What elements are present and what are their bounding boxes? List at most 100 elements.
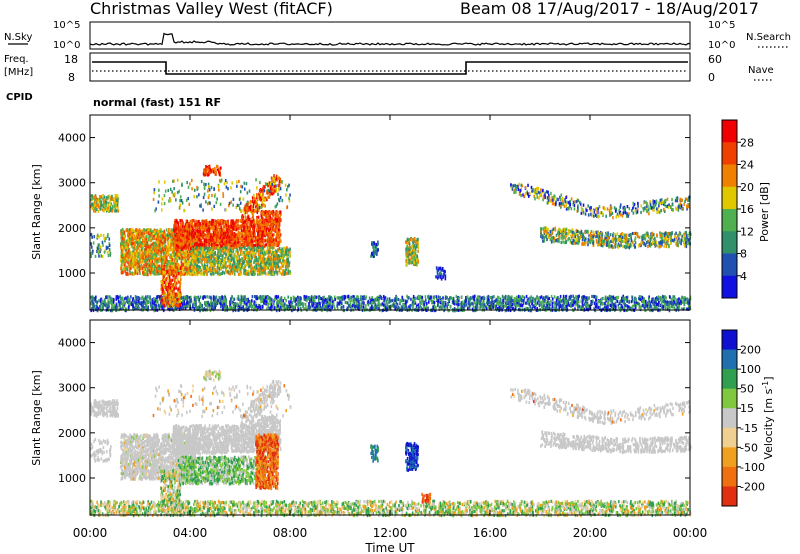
echo-cell [248,303,251,307]
echo-cell [527,301,530,305]
echo-cell [126,254,129,259]
echo-cell [144,231,147,235]
echo-cell [614,296,616,300]
echo-cell [146,307,148,311]
echo-cell [455,294,458,299]
freq-trace [92,61,688,75]
echo-cell [663,295,666,299]
echo-cell [328,298,331,303]
echo-cell [549,308,552,313]
echo-cell [142,301,144,305]
echo-cell [567,301,570,306]
echo-cell [143,305,145,310]
echo-cell [340,301,343,306]
echo-cell [123,252,126,256]
echo-cell [386,303,389,307]
echo-cell [409,304,411,308]
echo-cell [368,296,371,300]
echo-cell [487,294,490,299]
echo-cell [120,229,122,233]
echo-cell [299,306,302,310]
echo-cell [309,305,311,309]
echo-cell [134,298,137,302]
echo-cell [380,303,383,307]
echo-cell [400,305,403,309]
echo-cell [105,196,108,200]
echo-cell [559,294,562,299]
echo-cell [509,296,511,300]
echo-cell [256,295,258,299]
echo-cell [447,309,450,313]
echo-cell [348,304,350,308]
echo-cell [204,295,206,299]
echo-cell [130,228,133,232]
echo-cell [493,304,496,308]
echo-cell [98,299,100,303]
echo-cell [550,299,552,303]
echo-cell [91,203,94,207]
echo-cell [533,299,536,303]
echo-cell [160,230,162,235]
echo-cell [169,235,171,239]
echo-cell [408,305,410,309]
echo-cell [630,300,633,304]
echo-cell [460,295,463,299]
echo-cell [163,259,166,263]
echo-cell [150,256,153,260]
echo-cell [154,243,157,247]
echo-cell [374,303,377,307]
echo-cell [541,304,544,308]
echo-cell [169,239,172,243]
echo-cell [130,261,133,265]
echo-cell [204,302,206,306]
echo-cell [145,305,147,309]
echo-cell [142,238,144,242]
echo-cell [134,295,137,299]
echo-cell [546,306,549,310]
echo-cell [548,296,551,301]
echo-cell [300,296,302,301]
echo-cell [540,295,543,299]
echo-cell [517,294,520,298]
echo-cell [125,307,128,311]
echo-cell [521,294,524,299]
echo-cell [105,203,107,208]
echo-cell [143,301,145,305]
echo-cell [159,304,162,308]
echo-cell [95,198,98,202]
echo-cell [107,233,109,237]
echo-cell [519,295,522,299]
echo-cell [94,206,96,210]
echo-cell [183,299,186,303]
echo-cell [224,298,226,302]
echo-cell [557,296,559,300]
echo-cell [142,253,144,258]
echo-cell [351,298,353,302]
echo-cell [346,301,349,305]
echo-cell [90,295,93,299]
echo-cell [123,266,125,271]
echo-cell [452,301,455,305]
echo-cell [517,299,520,303]
echo-cell [476,301,478,305]
echo-cell [572,303,575,307]
echo-cell [633,303,636,307]
echo-cell [232,306,234,311]
echo-cell [287,307,290,311]
echo-cell [96,207,98,212]
echo-cell [92,241,95,245]
echo-cell [555,301,557,305]
echo-cell [125,243,128,247]
echo-cell [321,300,324,304]
echo-cell [320,306,322,310]
echo-cell [647,307,649,311]
echo-cell [482,295,485,299]
echo-cell [467,297,470,301]
echo-cell [490,303,493,307]
echo-cell [295,302,298,306]
echo-cell [242,305,244,309]
echo-cell [357,306,359,310]
echo-cell [187,304,189,308]
nsky-label: N.Sky [4,32,32,43]
